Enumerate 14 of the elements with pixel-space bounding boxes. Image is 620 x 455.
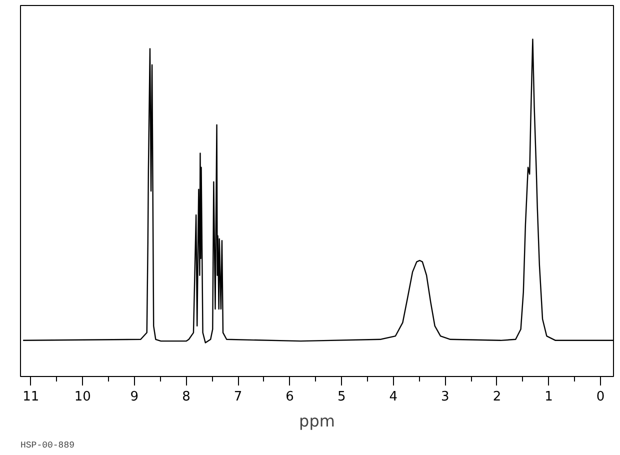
x-tick-label: 8 [182, 390, 190, 404]
x-axis-title: ppm [299, 412, 335, 430]
x-tick-label: 7 [234, 390, 242, 404]
x-tick-label: 3 [441, 390, 450, 404]
x-tick-label: 11 [22, 390, 40, 404]
x-tick-label: 9 [130, 390, 139, 404]
x-tick-label: 2 [492, 390, 502, 404]
text: HSP-00-889 [20, 440, 75, 450]
x-tick-label: 6 [286, 390, 294, 404]
x-tick-label: 1 [544, 390, 553, 404]
x-tick-label: 0 [596, 390, 605, 404]
x-tick-label: 5 [337, 390, 346, 404]
x-tick-label: 4 [389, 390, 398, 404]
x-tick-label: 10 [74, 390, 91, 404]
